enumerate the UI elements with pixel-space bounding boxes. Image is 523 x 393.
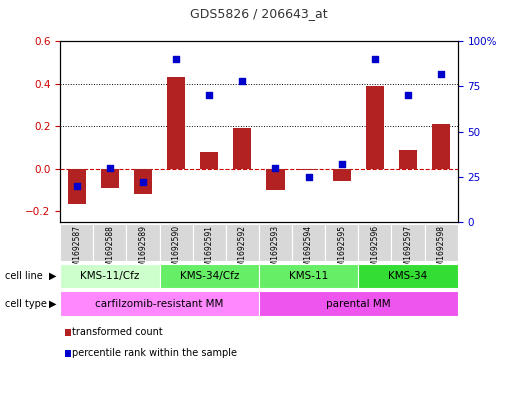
Text: GSM1692597: GSM1692597 bbox=[403, 225, 413, 276]
Bar bbox=[333, 169, 351, 180]
Text: GSM1692595: GSM1692595 bbox=[337, 225, 346, 276]
Text: percentile rank within the sample: percentile rank within the sample bbox=[72, 348, 237, 358]
Text: GSM1692587: GSM1692587 bbox=[72, 225, 81, 276]
Bar bbox=[167, 77, 185, 169]
Point bbox=[139, 179, 147, 185]
Bar bbox=[60, 291, 259, 316]
Text: ▶: ▶ bbox=[49, 299, 56, 309]
Text: cell type: cell type bbox=[5, 299, 47, 309]
Point bbox=[371, 56, 379, 62]
Point bbox=[238, 78, 246, 84]
Point bbox=[172, 56, 180, 62]
Text: GDS5826 / 206643_at: GDS5826 / 206643_at bbox=[190, 7, 328, 20]
Bar bbox=[101, 169, 119, 188]
Bar bbox=[300, 169, 317, 170]
Text: GSM1692598: GSM1692598 bbox=[437, 225, 446, 276]
Text: KMS-34/Cfz: KMS-34/Cfz bbox=[179, 271, 239, 281]
Text: parental MM: parental MM bbox=[326, 299, 391, 309]
Text: GSM1692594: GSM1692594 bbox=[304, 225, 313, 276]
Bar bbox=[366, 86, 384, 169]
Bar bbox=[358, 264, 458, 288]
Bar bbox=[160, 224, 192, 261]
Bar bbox=[226, 224, 259, 261]
Bar bbox=[391, 224, 425, 261]
Text: cell line: cell line bbox=[5, 271, 43, 281]
Bar bbox=[127, 224, 160, 261]
Bar bbox=[325, 224, 358, 261]
Bar bbox=[67, 169, 86, 204]
Bar bbox=[192, 224, 226, 261]
Bar bbox=[259, 224, 292, 261]
Text: carfilzomib-resistant MM: carfilzomib-resistant MM bbox=[95, 299, 224, 309]
Text: KMS-11: KMS-11 bbox=[289, 271, 328, 281]
Bar bbox=[93, 224, 127, 261]
Text: GSM1692593: GSM1692593 bbox=[271, 225, 280, 276]
Text: GSM1692590: GSM1692590 bbox=[172, 225, 180, 276]
Bar bbox=[432, 124, 450, 169]
Bar bbox=[425, 224, 458, 261]
Bar bbox=[266, 169, 285, 190]
Point bbox=[337, 161, 346, 167]
Point bbox=[404, 92, 412, 99]
Text: KMS-11/Cfz: KMS-11/Cfz bbox=[80, 271, 140, 281]
Bar bbox=[358, 224, 391, 261]
Text: GSM1692588: GSM1692588 bbox=[105, 225, 115, 276]
Point bbox=[437, 71, 445, 77]
Point bbox=[73, 183, 81, 189]
Text: GSM1692591: GSM1692591 bbox=[204, 225, 214, 276]
Bar bbox=[292, 224, 325, 261]
Bar bbox=[259, 264, 358, 288]
Bar bbox=[134, 169, 152, 195]
Text: KMS-34: KMS-34 bbox=[388, 271, 428, 281]
Bar bbox=[233, 129, 252, 169]
Point bbox=[205, 92, 213, 99]
Point bbox=[304, 174, 313, 180]
Bar bbox=[60, 264, 160, 288]
Bar bbox=[399, 150, 417, 169]
Point bbox=[271, 165, 280, 171]
Text: ▶: ▶ bbox=[49, 271, 56, 281]
Point bbox=[106, 165, 114, 171]
Text: transformed count: transformed count bbox=[72, 327, 163, 337]
Text: GSM1692596: GSM1692596 bbox=[370, 225, 379, 276]
Text: GSM1692589: GSM1692589 bbox=[139, 225, 147, 276]
Text: GSM1692592: GSM1692592 bbox=[238, 225, 247, 276]
Bar bbox=[160, 264, 259, 288]
Bar bbox=[259, 291, 458, 316]
Bar bbox=[200, 152, 218, 169]
Bar bbox=[60, 224, 93, 261]
